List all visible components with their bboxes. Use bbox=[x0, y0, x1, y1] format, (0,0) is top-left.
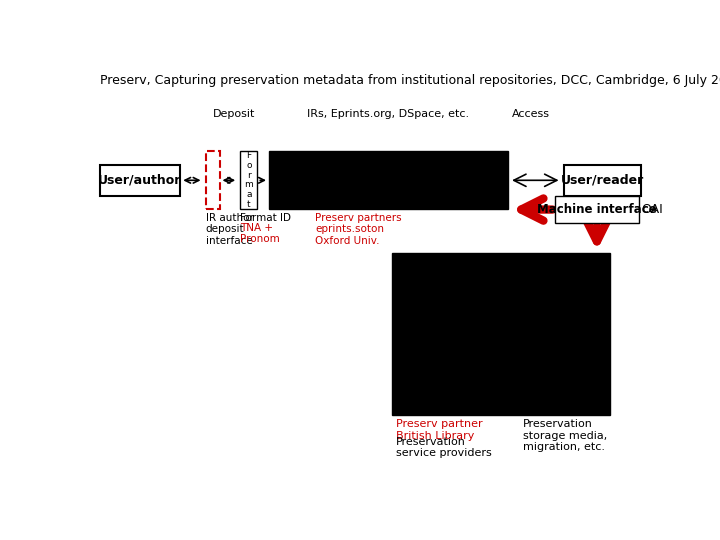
Bar bbox=[240, 151, 257, 209]
Text: IR author
deposit
interface: IR author deposit interface bbox=[206, 213, 253, 246]
Bar bbox=[564, 165, 641, 195]
Bar bbox=[555, 195, 639, 224]
Text: TNA +
Pronom: TNA + Pronom bbox=[240, 222, 280, 244]
Text: F
o
r
m
a
t: F o r m a t bbox=[245, 151, 253, 208]
Bar bbox=[206, 151, 220, 209]
Text: Access: Access bbox=[511, 109, 549, 119]
Text: Format ID: Format ID bbox=[240, 213, 292, 222]
Bar bbox=[99, 165, 180, 195]
Text: IRs, Eprints.org, DSpace, etc.: IRs, Eprints.org, DSpace, etc. bbox=[307, 109, 469, 119]
Text: User/author: User/author bbox=[98, 174, 181, 187]
Text: Preservation
service providers: Preservation service providers bbox=[396, 437, 492, 458]
Bar bbox=[392, 253, 610, 415]
Text: OAI: OAI bbox=[642, 203, 663, 216]
Text: Preserv partner
British Library: Preserv partner British Library bbox=[396, 419, 482, 441]
Text: User/reader: User/reader bbox=[561, 174, 644, 187]
Text: Preserv partners
eprints.soton
Oxford Univ.: Preserv partners eprints.soton Oxford Un… bbox=[315, 213, 402, 246]
Text: Preserv, Capturing preservation metadata from institutional repositories, DCC, C: Preserv, Capturing preservation metadata… bbox=[99, 74, 720, 87]
Text: Preservation
storage media,
migration, etc.: Preservation storage media, migration, e… bbox=[523, 419, 607, 452]
Text: Deposit: Deposit bbox=[213, 109, 256, 119]
Text: Machine interface: Machine interface bbox=[537, 203, 657, 216]
Bar bbox=[269, 151, 508, 209]
